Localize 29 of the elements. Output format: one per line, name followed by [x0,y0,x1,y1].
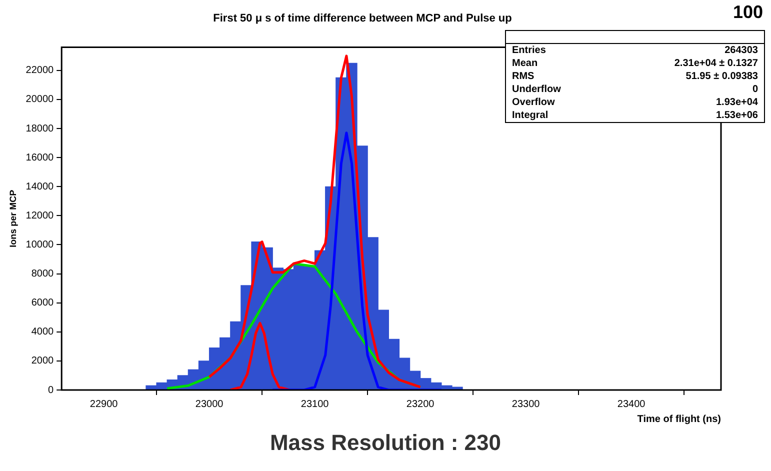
y-tick-label: 16000 [26,152,54,164]
y-tick-label: 4000 [31,326,54,338]
x-tick-label: 23100 [300,398,330,410]
y-tick-label: 10000 [26,239,54,250]
x-tick-label: 23000 [195,398,224,410]
x-tick-label: 23300 [512,398,540,410]
y-tick-label: 6000 [31,298,54,309]
text: Mean 2.31e+04 ± 0.1327 [512,58,758,69]
y-tick-label: 20000 [26,94,54,106]
chart-title: First 50 μ s of time difference between MCP and Pulse up [213,12,512,25]
y-tick-label: 0 [48,384,54,396]
x-tick-label: 22900 [90,398,118,410]
x-axis-title: Time of flight (ns) [637,414,721,425]
y-axis-title: Ions per MCP [8,190,18,248]
text: RMS 51.95 ± 0.09383 [512,71,758,82]
text: Entries 264303 [512,45,758,56]
y-tick-label: 18000 [26,123,54,134]
y-tick-label: 14000 [26,181,54,192]
text: Overflow 1.93e+04 [512,97,758,108]
y-tick-label: 22000 [26,65,54,76]
text: Integral 1.53e+06 [512,110,758,121]
y-tick-label: 12000 [26,210,54,222]
y-tick-label: 8000 [31,268,54,280]
text: Underflow 0 [512,84,758,95]
y-tick-label: 2000 [31,356,54,367]
text: Mass Resolution : 230 [268,430,502,456]
text: 100 [732,2,763,23]
x-tick-label: 23400 [617,398,646,410]
x-tick-label: 23200 [406,398,435,410]
